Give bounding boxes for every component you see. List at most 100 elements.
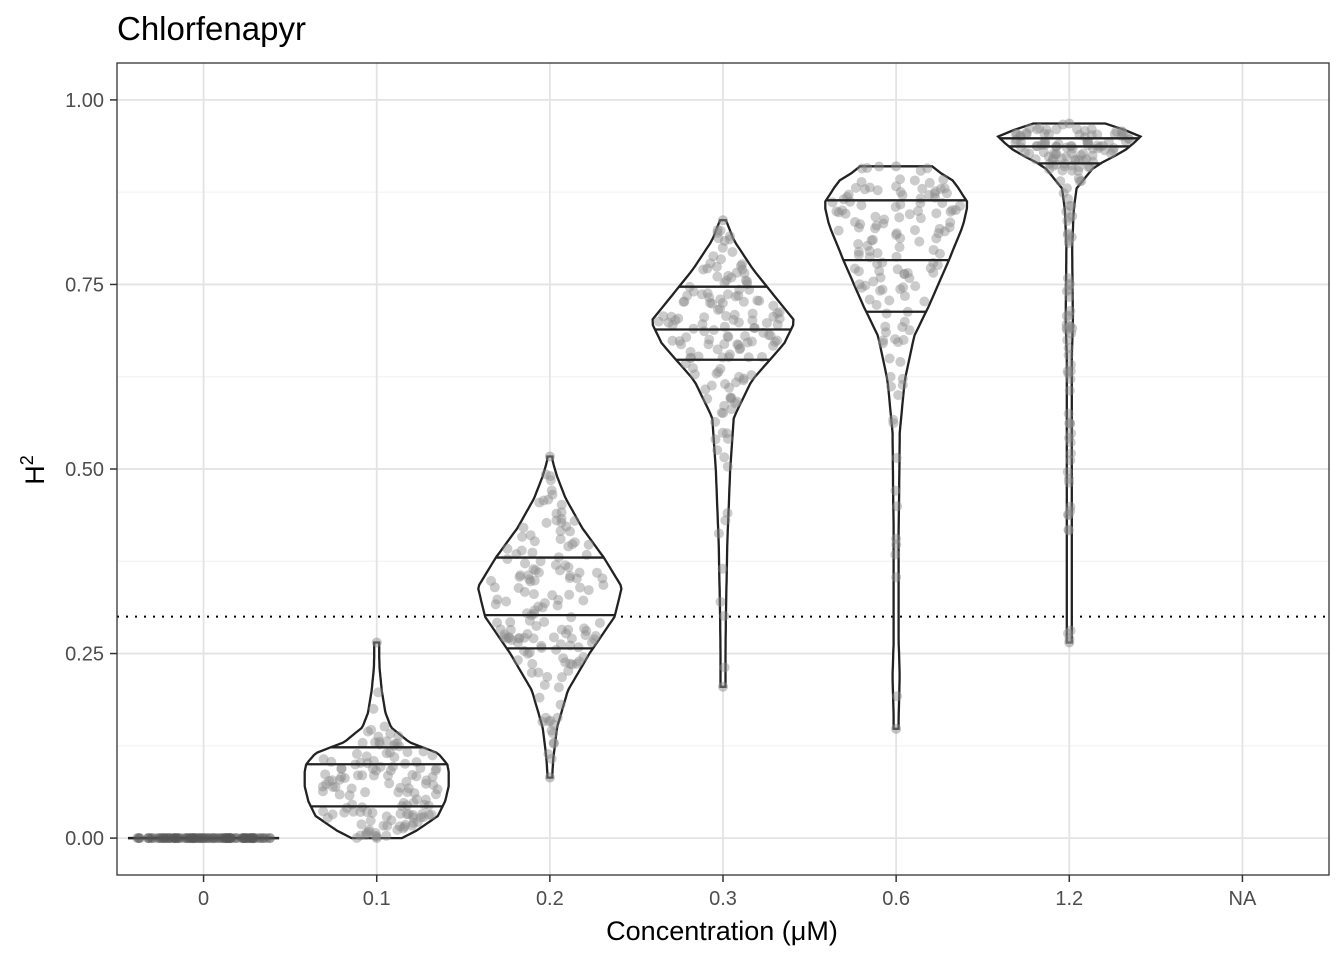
data-point	[538, 495, 549, 506]
data-point	[1109, 129, 1120, 140]
data-point	[925, 263, 936, 274]
data-point	[519, 632, 530, 643]
data-point	[254, 833, 265, 844]
data-point	[856, 282, 867, 293]
data-point	[239, 833, 250, 844]
data-point	[392, 824, 403, 835]
data-point	[133, 833, 144, 844]
data-point	[555, 639, 566, 650]
data-point	[772, 308, 783, 319]
data-point	[902, 267, 913, 278]
data-point	[1061, 151, 1072, 162]
data-point	[1064, 321, 1075, 332]
data-point	[526, 667, 537, 678]
y-tick-label: 0.75	[65, 274, 104, 296]
data-point	[245, 833, 256, 844]
x-tick-label: 0.2	[536, 888, 564, 910]
data-point	[833, 207, 844, 218]
data-point	[1064, 417, 1075, 428]
data-point	[501, 596, 512, 607]
data-point	[598, 580, 609, 591]
data-point	[1044, 164, 1055, 175]
data-point	[256, 833, 267, 844]
data-point	[1021, 127, 1032, 138]
data-point	[898, 334, 909, 345]
data-point	[730, 377, 741, 388]
data-point	[187, 833, 198, 844]
data-point	[872, 258, 883, 269]
data-point	[225, 833, 236, 844]
data-point	[566, 612, 577, 623]
data-point	[517, 531, 528, 542]
data-point	[571, 658, 582, 669]
data-point	[722, 508, 733, 519]
data-point	[689, 369, 700, 380]
data-point	[1064, 432, 1075, 443]
data-point	[895, 233, 906, 244]
data-point	[583, 539, 594, 550]
data-point	[164, 833, 175, 844]
data-point	[678, 296, 689, 307]
data-point	[176, 833, 187, 844]
data-point	[146, 833, 157, 844]
data-point	[244, 833, 255, 844]
data-point	[881, 308, 892, 319]
data-point	[1064, 385, 1075, 396]
chart-title: Chlorfenapyr	[117, 10, 306, 47]
data-point	[854, 279, 865, 290]
data-point	[239, 833, 250, 844]
data-point	[1076, 175, 1087, 186]
data-point	[1061, 310, 1072, 321]
data-point	[564, 573, 575, 584]
data-point	[528, 589, 539, 600]
data-point	[722, 461, 733, 472]
data-point	[170, 833, 181, 844]
data-point	[574, 656, 585, 667]
data-point	[224, 833, 235, 844]
data-point	[894, 212, 905, 223]
data-point	[899, 268, 910, 279]
data-point	[872, 185, 883, 196]
data-point	[185, 833, 196, 844]
data-point	[322, 812, 333, 823]
data-point	[194, 833, 205, 844]
data-point	[1066, 148, 1077, 159]
data-point	[904, 325, 915, 336]
data-point	[218, 833, 229, 844]
data-point	[401, 776, 412, 787]
data-point	[586, 637, 597, 648]
data-point	[149, 833, 160, 844]
data-point	[734, 344, 745, 355]
data-point	[395, 782, 406, 793]
data-point	[708, 251, 719, 262]
data-point	[351, 748, 362, 759]
data-point	[1051, 159, 1062, 170]
data-point	[348, 806, 359, 817]
data-point	[1061, 206, 1072, 217]
data-point	[904, 209, 915, 220]
data-point	[717, 297, 728, 308]
data-point	[1067, 165, 1078, 176]
data-point	[543, 749, 554, 760]
data-point	[516, 545, 527, 556]
data-point	[719, 235, 730, 246]
data-point	[724, 349, 735, 360]
data-point	[336, 763, 347, 774]
data-point	[891, 181, 902, 192]
data-point	[161, 833, 172, 844]
data-point	[909, 175, 920, 186]
data-point	[746, 370, 757, 381]
data-point	[875, 285, 886, 296]
data-point	[264, 833, 275, 844]
data-point	[427, 771, 438, 782]
data-point	[732, 396, 743, 407]
data-point	[537, 602, 548, 613]
data-point	[385, 765, 396, 776]
data-point	[551, 644, 562, 655]
data-point	[237, 833, 248, 844]
data-point	[187, 833, 198, 844]
data-point	[512, 637, 523, 648]
data-point	[533, 567, 544, 578]
data-point	[556, 624, 567, 635]
data-point	[913, 205, 924, 216]
